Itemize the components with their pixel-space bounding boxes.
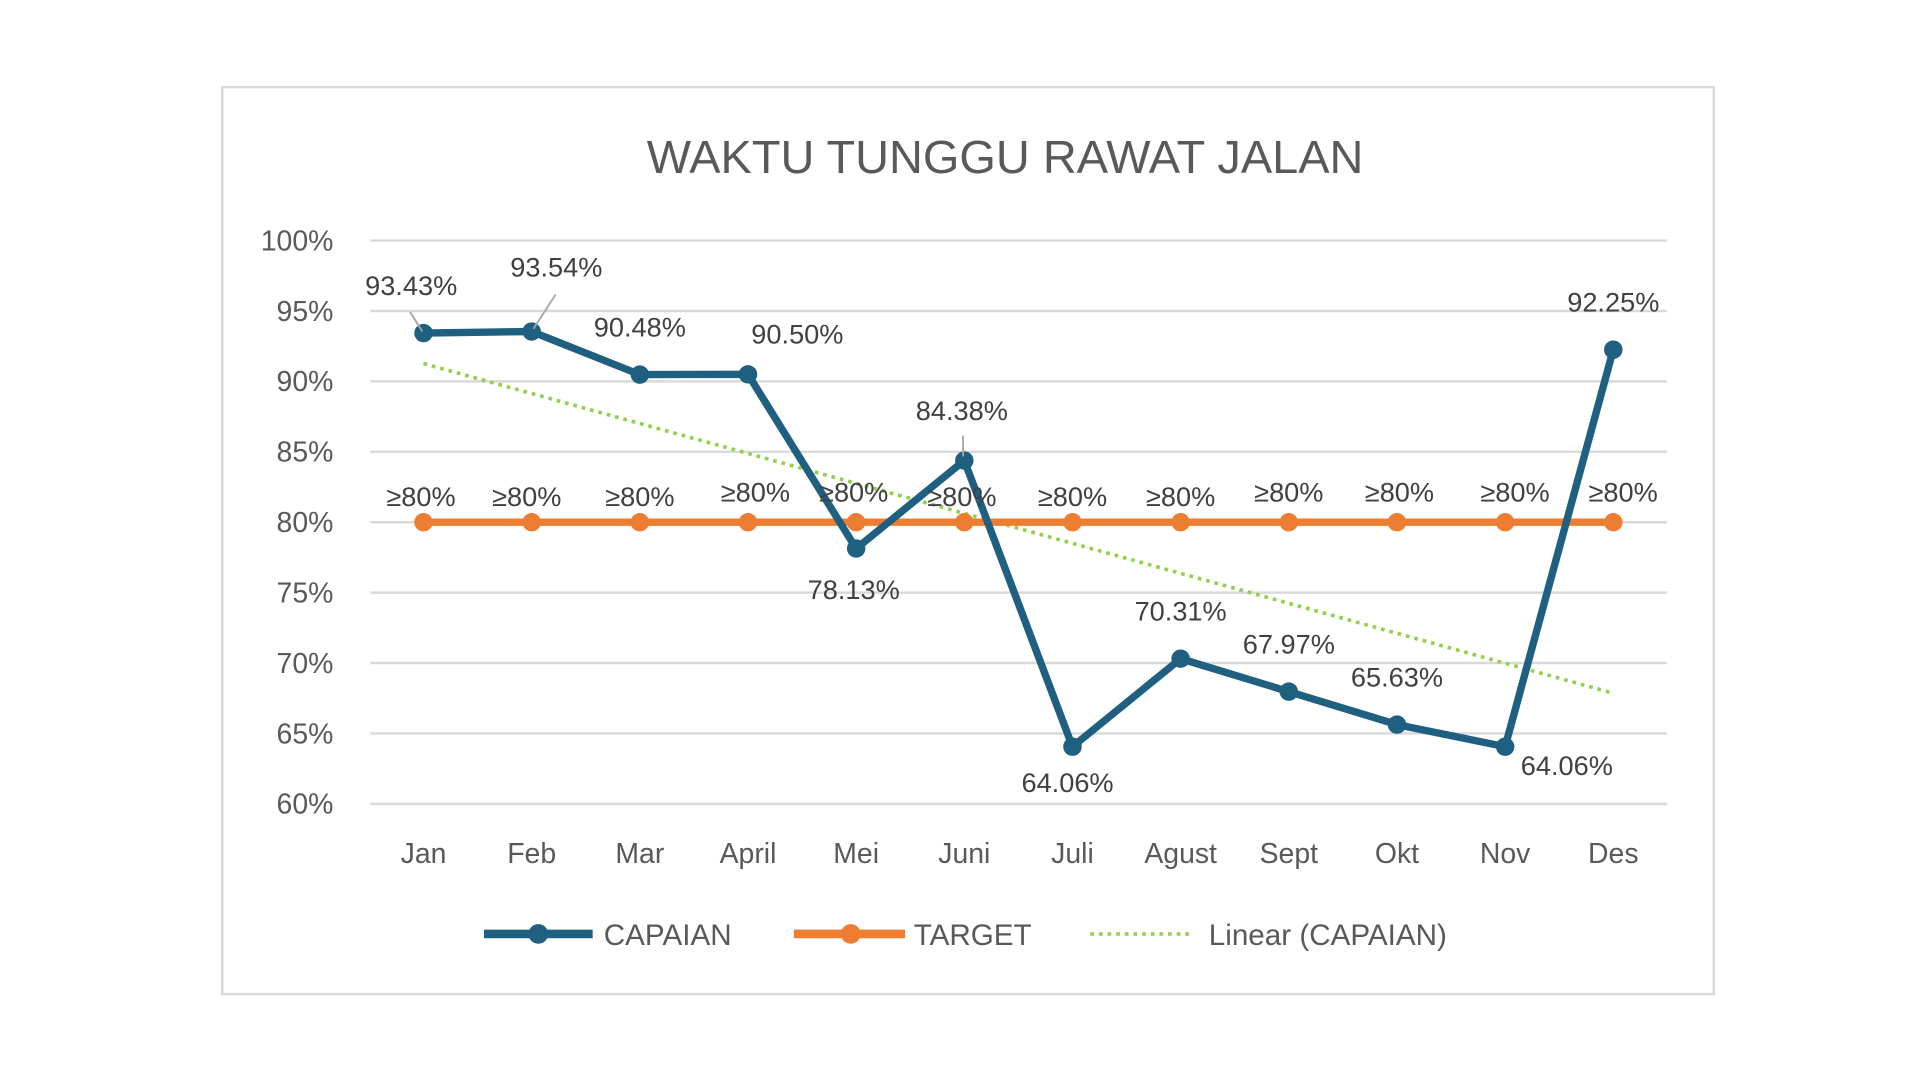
legend: CAPAIAN TARGET Linear (CAPAIAN) [484, 919, 1447, 952]
data-point-capaian [1387, 715, 1407, 734]
data-point-target [738, 513, 758, 532]
data-label-capaian: 64.06% [1021, 767, 1113, 798]
y-tick-label: 60% [277, 788, 334, 820]
data-point-capaian [522, 322, 541, 341]
x-tick-label: Juli [1051, 837, 1094, 869]
y-tick-label: 85% [277, 436, 334, 468]
data-point-target [1171, 513, 1190, 532]
y-tick-label: 95% [277, 295, 334, 327]
trendline [423, 361, 1614, 695]
legend-label-target: TARGET [914, 919, 1032, 952]
data-label-target: ≥80% [605, 481, 674, 512]
chart-frame [221, 85, 1716, 996]
legend-marker-target [840, 924, 861, 944]
data-point-capaian [414, 323, 433, 343]
chart-title: WAKTU TUNGGU RAWAT JALAN [647, 131, 1364, 183]
data-label-capaian: 64.06% [1521, 750, 1613, 781]
data-point-target [846, 513, 866, 532]
data-point-capaian [1279, 682, 1299, 701]
legend-label-capaian: CAPAIAN [604, 919, 732, 952]
y-tick-label: 100% [261, 224, 334, 256]
data-label-capaian: 70.31% [1135, 596, 1227, 627]
leader-line [409, 311, 424, 332]
data-point-target [522, 513, 541, 532]
y-tick-label: 90% [277, 365, 334, 397]
leader-line [532, 294, 557, 330]
data-label-target: ≥80% [1365, 476, 1434, 507]
data-point-target [1387, 513, 1407, 532]
data-label-capaian: 93.54% [510, 251, 602, 282]
x-tick-label: Jan [401, 837, 447, 869]
data-label-capaian: 78.13% [808, 574, 900, 605]
data-point-target [414, 513, 433, 532]
series-line-capaian [423, 327, 1617, 751]
data-label-target: ≥80% [1589, 476, 1658, 507]
data-label-target: ≥80% [927, 481, 996, 512]
data-label-target: ≥80% [1146, 481, 1215, 512]
data-point-target [1063, 513, 1082, 532]
legend-label-trendline: Linear (CAPAIAN) [1209, 919, 1447, 952]
data-point-capaian [630, 365, 650, 384]
data-label-target: ≥80% [819, 476, 888, 507]
data-point-target [1495, 513, 1515, 532]
x-tick-label: Mei [833, 837, 879, 869]
data-label-capaian: 90.50% [751, 319, 843, 350]
data-label-target: ≥80% [492, 481, 561, 512]
data-point-capaian [955, 451, 974, 470]
data-point-capaian [738, 365, 758, 384]
data-point-target [1279, 513, 1299, 532]
x-tick-label: April [720, 837, 777, 869]
x-tick-label: Juni [938, 837, 990, 869]
x-tick-label: Mar [615, 837, 664, 869]
y-tick-label: 75% [277, 577, 334, 609]
data-point-capaian [1495, 737, 1515, 756]
data-label-capaian: 92.25% [1567, 287, 1659, 318]
x-tick-label: Okt [1375, 837, 1419, 869]
data-point-target [1604, 513, 1623, 532]
data-point-capaian [1604, 340, 1623, 359]
data-point-target [955, 513, 974, 532]
data-label-capaian: 84.38% [916, 395, 1008, 426]
x-tick-label: Nov [1480, 837, 1531, 869]
data-label-target: ≥80% [1480, 476, 1549, 507]
x-tick-label: Des [1588, 837, 1638, 869]
legend-marker-capaian [528, 924, 549, 944]
data-label-target: ≥80% [1254, 476, 1323, 507]
data-label-target: ≥80% [386, 481, 455, 512]
data-point-capaian [1171, 649, 1190, 668]
data-point-target [630, 513, 650, 532]
y-tick-label: 80% [277, 506, 334, 538]
x-tick-label: Agust [1144, 837, 1217, 869]
data-label-target: ≥80% [721, 476, 790, 507]
data-label-capaian: 93.43% [365, 270, 457, 301]
x-tick-label: Sept [1260, 837, 1319, 869]
data-label-target: ≥80% [1038, 481, 1107, 512]
data-point-capaian [846, 539, 866, 558]
y-tick-label: 70% [277, 647, 334, 679]
y-tick-label: 65% [277, 717, 334, 749]
data-point-capaian [1063, 737, 1082, 756]
x-tick-label: Feb [507, 837, 556, 869]
data-label-capaian: 90.48% [594, 312, 686, 343]
data-label-capaian: 67.97% [1243, 629, 1335, 660]
data-label-capaian: 65.63% [1351, 662, 1443, 693]
